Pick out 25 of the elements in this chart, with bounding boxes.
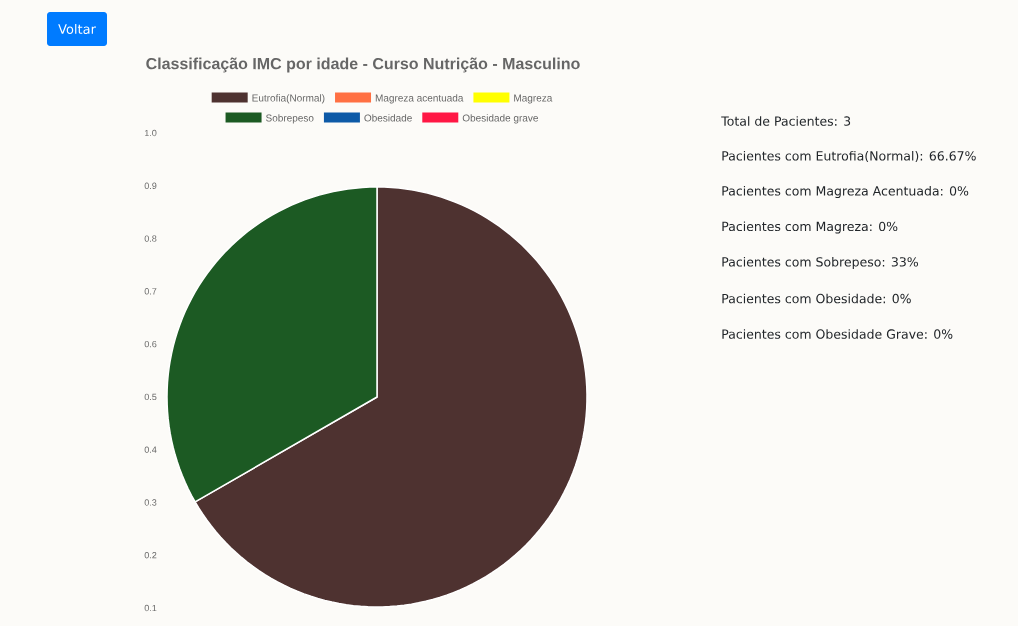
text: Pacientes com Magreza Acentuada: 0% (722, 185, 969, 199)
text: Pacientes com Magreza: 0% (722, 221, 898, 234)
text: Pacientes com Obesidade Grave: 0% (722, 329, 953, 339)
text: 0.2 (144, 551, 157, 559)
text: 0.7 (144, 288, 157, 295)
legend-label: Sobrepeso (266, 114, 314, 124)
text: 0.3 (144, 499, 157, 506)
text: 0.8 (144, 235, 157, 242)
text: Pacientes com Eutrofia(Normal): 66.67% (722, 150, 976, 163)
text: Voltar (58, 23, 96, 35)
text: 0.5 (144, 393, 157, 401)
legend-label: Eutrofia(Normal) (252, 94, 325, 104)
text: Pacientes com Obesidade: 0% (722, 293, 911, 304)
chart-title: Classificação IMC por idade - Curso Nutrição - Masculino (146, 57, 580, 73)
legend-label: Magreza (514, 94, 553, 104)
text: Total de Pacientes: 3 (721, 116, 851, 126)
legend-label: Obesidade (364, 114, 412, 122)
text: 0.6 (144, 340, 157, 348)
text: 0.9 (144, 182, 157, 189)
legend-label: Magreza acentuada (375, 94, 464, 104)
text: 0.4 (144, 446, 157, 453)
legend-label: Obesidade grave (462, 114, 538, 124)
text: Pacientes com Sobrepeso: 33% (722, 256, 918, 270)
text: 0.1 (144, 604, 157, 612)
text: 1.0 (144, 129, 157, 137)
